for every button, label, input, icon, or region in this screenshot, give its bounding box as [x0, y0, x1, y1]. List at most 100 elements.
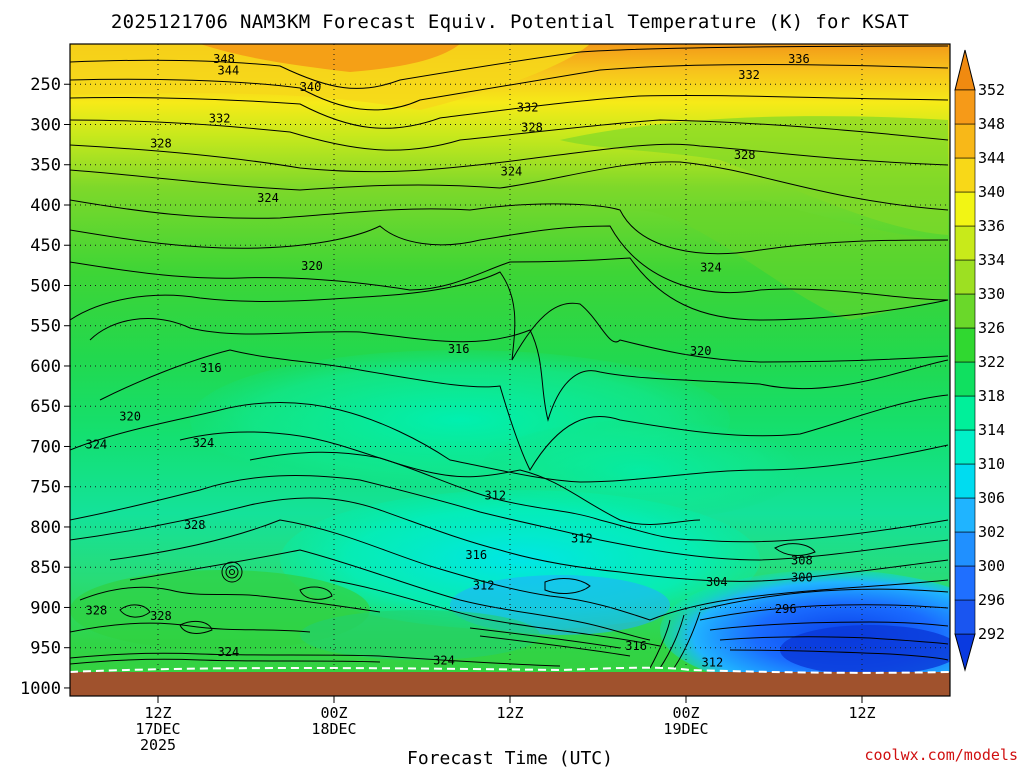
- contour-label: 320: [690, 344, 712, 358]
- y-tick-label: 900: [30, 598, 61, 618]
- colorbar-swatch: [954, 497, 976, 533]
- x-tick-label: 12Z: [144, 704, 171, 722]
- contour-label: 312: [484, 488, 506, 502]
- y-tick-label: 600: [30, 357, 61, 377]
- contour-label: 296: [775, 602, 797, 616]
- x-axis-title: Forecast Time (UTC): [407, 748, 613, 768]
- colorbar-label: 336: [978, 217, 1005, 235]
- colorbar-label: 352: [978, 81, 1005, 99]
- y-tick-label: 850: [30, 558, 61, 578]
- y-tick-label: 550: [30, 317, 61, 337]
- contour-label: 328: [150, 137, 172, 151]
- colorbar-label: 314: [978, 421, 1005, 439]
- y-tick-label: 450: [30, 236, 61, 256]
- colorbar-label: 348: [978, 115, 1005, 133]
- contour-label: 320: [301, 259, 323, 273]
- colorbar-label: 334: [978, 251, 1005, 269]
- contour-lines: [70, 45, 949, 669]
- colorbar-swatch: [954, 89, 976, 125]
- contour-label: 336: [788, 52, 810, 66]
- y-tick-label: 350: [30, 156, 61, 176]
- colorbar-label: 310: [978, 455, 1005, 473]
- colorbar-label: 344: [978, 149, 1005, 167]
- contour-label: 328: [184, 518, 206, 532]
- y-tick-label: 700: [30, 437, 61, 457]
- x-tick-label: 2025: [140, 736, 176, 754]
- contour-label: 328: [734, 148, 756, 162]
- contour-label: 324: [86, 438, 108, 452]
- gridlines: [70, 44, 950, 696]
- colorbar-label: 302: [978, 523, 1005, 541]
- contour-label: 332: [209, 112, 231, 126]
- colorbar-swatch: [954, 123, 976, 159]
- colorbar-swatch: [954, 259, 976, 295]
- pressure-axis: 250 300 350 400 450 500 550 600 650 700 750 800 850 9…: [20, 75, 70, 699]
- colorbar-swatch: [954, 191, 976, 227]
- contour-label: 304: [706, 575, 728, 589]
- contour-label: 344: [218, 63, 240, 77]
- x-tick-label: 12Z: [848, 704, 875, 722]
- x-tick-label: 17DEC: [135, 720, 180, 738]
- colorbar-swatch: [954, 327, 976, 363]
- y-tick-label: 650: [30, 397, 61, 417]
- contour-label: 316: [465, 548, 487, 562]
- contour-label: 328: [150, 609, 172, 623]
- colorbar-swatch: [954, 531, 976, 567]
- colorbar-top-arrow: [954, 49, 976, 91]
- contour-label: 324: [433, 653, 455, 667]
- theta-e-field: [70, 44, 950, 696]
- colorbar-label: 300: [978, 557, 1005, 575]
- colorbar: 292 296 300 302 306 310 314 318 322 326 330 334 336 3…: [954, 49, 1005, 672]
- colorbar-swatch: [954, 293, 976, 329]
- colorbar-label: 340: [978, 183, 1005, 201]
- y-tick-label: 250: [30, 75, 61, 95]
- colorbar-label: 322: [978, 353, 1005, 371]
- colorbar-swatch: [954, 429, 976, 465]
- contour-label: 312: [571, 532, 593, 546]
- contour-label: 312: [473, 578, 495, 592]
- y-tick-label: 300: [30, 115, 61, 135]
- colorbar-label: 326: [978, 319, 1005, 337]
- y-tick-label: 750: [30, 478, 61, 498]
- colorbar-swatch: [954, 225, 976, 261]
- credit-text: coolwx.com/models: [864, 746, 1018, 764]
- contour-label: 324: [501, 165, 523, 179]
- contour-label: 324: [218, 645, 240, 659]
- x-tick-label: 12Z: [496, 704, 523, 722]
- colorbar-swatch: [954, 599, 976, 635]
- colorbar-label: 296: [978, 591, 1005, 609]
- colorbar-swatch: [954, 157, 976, 193]
- contour-label: 316: [625, 639, 647, 653]
- contour-label: 312: [702, 656, 724, 670]
- chart-title: 2025121706 NAM3KM Forecast Equiv. Potent…: [111, 11, 909, 33]
- x-tick-label: 18DEC: [311, 720, 356, 738]
- y-tick-label: 500: [30, 276, 61, 296]
- contour-label: 300: [791, 570, 813, 584]
- colorbar-label: 318: [978, 387, 1005, 405]
- colorbar-bottom-arrow: [954, 633, 976, 672]
- contour-label: 324: [700, 260, 722, 274]
- contour-label: 332: [738, 68, 760, 82]
- colorbar-swatch: [954, 463, 976, 499]
- contour-label: 328: [521, 120, 543, 134]
- contour-label: 316: [448, 342, 470, 356]
- colorbar-label: 330: [978, 285, 1005, 303]
- contour-label: 340: [300, 80, 322, 94]
- colorbar-label: 306: [978, 489, 1005, 507]
- x-tick-label: 00Z: [320, 704, 347, 722]
- x-tick-label: 19DEC: [663, 720, 708, 738]
- ground-surface: [70, 672, 950, 696]
- colorbar-swatch: [954, 361, 976, 397]
- y-tick-label: 400: [30, 196, 61, 216]
- contour-label: 348: [213, 52, 235, 66]
- contour-label: 324: [257, 191, 279, 205]
- contour-label: 332: [517, 100, 539, 114]
- contour-label: 324: [193, 436, 215, 450]
- y-tick-label: 1000: [20, 679, 61, 699]
- colorbar-label: 292: [978, 625, 1005, 643]
- y-tick-label: 800: [30, 518, 61, 538]
- colorbar-swatch: [954, 395, 976, 431]
